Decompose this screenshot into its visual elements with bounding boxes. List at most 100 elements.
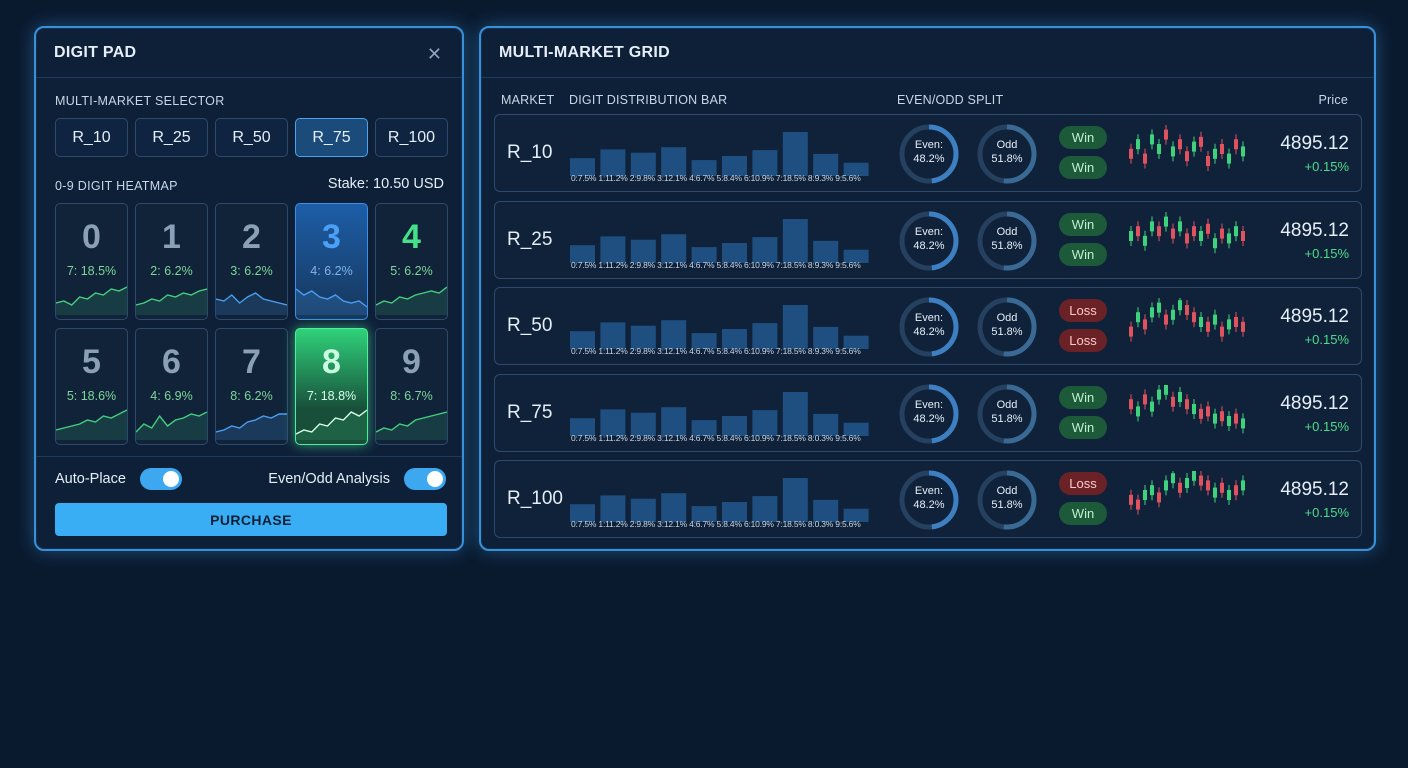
candle-body bbox=[1157, 302, 1161, 313]
digit-cell-9[interactable]: 9 8: 6.7% bbox=[375, 328, 448, 445]
sparkline-line bbox=[376, 411, 447, 433]
even-donut-ring bbox=[899, 124, 959, 184]
auto-place-toggle[interactable] bbox=[139, 468, 182, 490]
donut-arc bbox=[977, 124, 1037, 184]
price-change: +0.15% bbox=[1304, 159, 1349, 174]
digit-cell-2[interactable]: 2 3: 6.2% bbox=[215, 203, 288, 320]
market-row-r75[interactable]: R_75 0:7.5% 1:11.2% 2:9.8% 3:12.1% 4:6.7%… bbox=[494, 374, 1362, 452]
even-label: Even: bbox=[914, 485, 944, 497]
distribution-labels: 0:7.5% 1:11.2% 2:9.8% 3:12.1% 4:6.7% 5:8… bbox=[571, 519, 861, 529]
digit-cell-0[interactable]: 0 7: 18.5% bbox=[55, 203, 128, 320]
market-button-r25[interactable]: R_25 bbox=[135, 118, 208, 157]
digit-cell-1[interactable]: 1 2: 6.2% bbox=[135, 203, 208, 320]
even-label: Even: bbox=[914, 312, 944, 324]
candle-body bbox=[1192, 404, 1196, 414]
close-icon[interactable]: ✕ bbox=[426, 44, 442, 64]
odd-donut: Odd 51.8% bbox=[976, 469, 1038, 531]
candle-body bbox=[1164, 385, 1168, 395]
market-button-r75[interactable]: R_75 bbox=[295, 118, 368, 157]
candlestick-chart bbox=[1129, 125, 1245, 171]
candle-body bbox=[1220, 411, 1224, 422]
candle-body bbox=[1192, 141, 1196, 152]
even-value: 48.2% bbox=[913, 413, 945, 425]
odd-value: 51.8% bbox=[991, 240, 1023, 252]
digit-cell-5[interactable]: 5 5: 18.6% bbox=[55, 328, 128, 445]
donut-arc bbox=[899, 297, 959, 357]
odd-donut-ring bbox=[977, 297, 1037, 357]
market-button-r100[interactable]: R_100 bbox=[375, 118, 448, 157]
digit-heatmap: 0 7: 18.5% 1 2: 6.2% 2 3: 6.2% 3 4: 6.2% 4 5: 6.2… bbox=[55, 203, 448, 445]
digit-cell-8[interactable]: 8 7: 18.8% bbox=[295, 328, 368, 445]
candle-body bbox=[1150, 221, 1154, 232]
digit-sparkline bbox=[376, 411, 447, 440]
candle-body bbox=[1136, 226, 1140, 237]
market-button-r50[interactable]: R_50 bbox=[215, 118, 288, 157]
market-button-r10[interactable]: R_10 bbox=[55, 118, 128, 157]
even-value: 48.2% bbox=[913, 499, 945, 511]
sparkline-fill bbox=[376, 287, 447, 315]
distribution-bar-9 bbox=[843, 249, 869, 263]
candle-body bbox=[1199, 408, 1203, 419]
distribution-bar-3 bbox=[661, 234, 687, 263]
candlestick-chart bbox=[1129, 212, 1245, 254]
grid-header: MULTI-MARKET GRID bbox=[481, 28, 1374, 78]
donut-arc bbox=[899, 384, 959, 444]
odd-text: Odd 51.8% bbox=[976, 311, 1038, 339]
market-row-r100[interactable]: R_100 0:7.5% 1:11.2% 2:9.8% 3:12.1% 4:6.7… bbox=[494, 460, 1362, 538]
even-donut: Even: 48.2% bbox=[898, 210, 960, 272]
digit-cell-6[interactable]: 6 4: 6.9% bbox=[135, 328, 208, 445]
result-badge: Loss bbox=[1059, 299, 1107, 322]
stake-value: Stake: 10.50 USD bbox=[327, 176, 444, 192]
even-value: 48.2% bbox=[913, 326, 945, 338]
odd-value: 51.8% bbox=[991, 413, 1023, 425]
distribution-bar-8 bbox=[813, 153, 839, 176]
digit-stat: 8: 6.2% bbox=[230, 389, 273, 403]
digit-cell-7[interactable]: 7 8: 6.2% bbox=[215, 328, 288, 445]
distribution-bar-7 bbox=[782, 392, 808, 436]
digit-cell-4[interactable]: 4 5: 6.2% bbox=[375, 203, 448, 320]
candle-body bbox=[1199, 317, 1203, 327]
purchase-button[interactable]: PURCHASE bbox=[55, 503, 447, 536]
candle-body bbox=[1220, 228, 1224, 239]
distribution-bar-2 bbox=[630, 152, 656, 176]
candlestick-chart bbox=[1129, 385, 1245, 434]
sparkline-fill bbox=[376, 412, 447, 440]
sparkline-line bbox=[216, 292, 287, 306]
candle-body bbox=[1143, 490, 1147, 500]
market-name: R_100 bbox=[507, 488, 563, 509]
candle-body bbox=[1206, 480, 1210, 491]
distribution-bar-0 bbox=[570, 418, 595, 436]
candle-body bbox=[1199, 231, 1203, 241]
digit-cell-3[interactable]: 3 4: 6.2% bbox=[295, 203, 368, 320]
even-odd-toggle[interactable] bbox=[404, 468, 446, 490]
market-row-r10[interactable]: R_10 0:7.5% 1:11.2% 2:9.8% 3:12.1% 4:6.7%… bbox=[494, 114, 1362, 192]
candle-body bbox=[1129, 494, 1133, 505]
distribution-bar-4 bbox=[691, 333, 717, 349]
sparkline-line bbox=[216, 413, 287, 433]
even-odd-label: Even/Odd Analysis bbox=[268, 471, 390, 487]
digit-number: 2 bbox=[242, 218, 261, 256]
digit-number: 9 bbox=[402, 343, 421, 381]
distribution-bar-5 bbox=[722, 502, 747, 522]
digit-stat: 5: 18.6% bbox=[66, 389, 117, 403]
candle-body bbox=[1206, 321, 1210, 332]
candle-body bbox=[1206, 406, 1210, 417]
digit-stat: 3: 6.2% bbox=[230, 264, 273, 278]
digit-sparkline bbox=[216, 292, 287, 315]
even-label: Even: bbox=[914, 399, 944, 411]
distribution-bar-1 bbox=[600, 409, 626, 436]
market-row-r25[interactable]: R_25 0:7.5% 1:11.2% 2:9.8% 3:12.1% 4:6.7%… bbox=[494, 201, 1362, 279]
distribution-bar-0 bbox=[570, 331, 595, 349]
odd-value: 51.8% bbox=[991, 326, 1023, 338]
candle-body bbox=[1164, 480, 1168, 491]
sparkline-line bbox=[296, 409, 367, 435]
candle-body bbox=[1157, 226, 1161, 237]
even-text: Even: 48.2% bbox=[898, 138, 960, 166]
digit-stat: 7: 18.5% bbox=[66, 264, 117, 278]
candle-body bbox=[1157, 144, 1161, 154]
distribution-bar-6 bbox=[752, 237, 778, 263]
market-row-r50[interactable]: R_50 0:7.5% 1:11.2% 2:9.8% 3:12.1% 4:6.7%… bbox=[494, 287, 1362, 365]
distribution-bar-7 bbox=[782, 305, 808, 349]
distribution-bar-6 bbox=[752, 323, 778, 349]
even-donut-ring bbox=[899, 211, 959, 271]
